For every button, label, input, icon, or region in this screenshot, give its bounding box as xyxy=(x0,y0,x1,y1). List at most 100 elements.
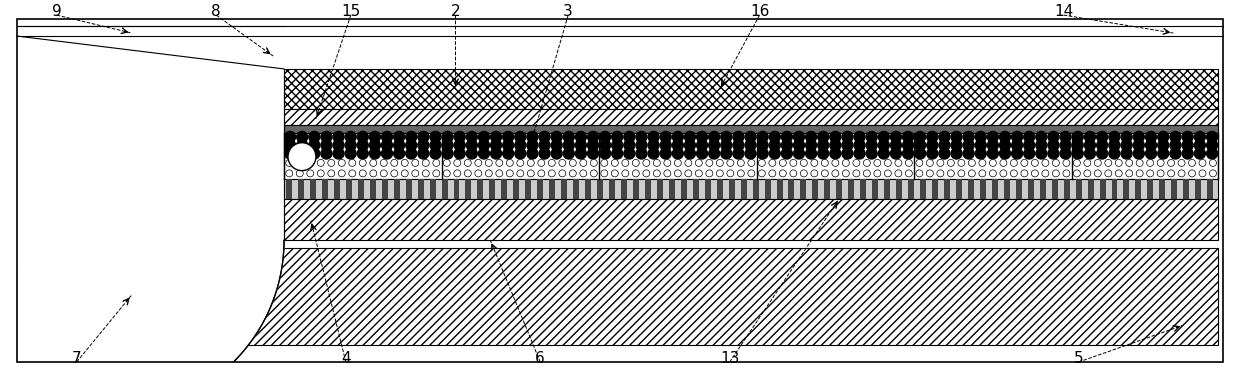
Circle shape xyxy=(418,140,429,151)
Circle shape xyxy=(288,143,316,171)
Circle shape xyxy=(806,148,817,159)
Circle shape xyxy=(745,140,756,151)
Circle shape xyxy=(937,170,944,177)
Circle shape xyxy=(1021,170,1028,177)
Text: 7: 7 xyxy=(72,351,82,366)
Circle shape xyxy=(1048,148,1059,159)
Circle shape xyxy=(443,160,450,166)
Bar xyxy=(310,179,316,199)
Circle shape xyxy=(878,132,889,143)
Circle shape xyxy=(853,160,859,166)
Bar xyxy=(1064,179,1070,199)
Circle shape xyxy=(780,160,786,166)
Bar xyxy=(704,179,711,199)
Circle shape xyxy=(794,148,805,159)
Circle shape xyxy=(515,148,526,159)
Circle shape xyxy=(794,132,805,143)
Circle shape xyxy=(430,132,441,143)
Circle shape xyxy=(1182,140,1193,151)
Circle shape xyxy=(874,160,880,166)
Circle shape xyxy=(1074,170,1080,177)
Circle shape xyxy=(1035,148,1047,159)
Bar xyxy=(284,69,1218,109)
Circle shape xyxy=(412,160,419,166)
Circle shape xyxy=(485,160,492,166)
Circle shape xyxy=(357,132,368,143)
Bar xyxy=(861,179,867,199)
Circle shape xyxy=(1096,148,1107,159)
Circle shape xyxy=(806,132,817,143)
Circle shape xyxy=(672,140,683,151)
Circle shape xyxy=(1133,148,1145,159)
Circle shape xyxy=(884,170,892,177)
Bar xyxy=(717,179,723,199)
Text: 13: 13 xyxy=(720,351,739,366)
Circle shape xyxy=(309,140,320,151)
Circle shape xyxy=(339,170,345,177)
Bar xyxy=(872,179,878,199)
Bar xyxy=(77,248,1218,345)
Circle shape xyxy=(790,160,797,166)
Circle shape xyxy=(1158,132,1169,143)
Bar xyxy=(346,179,352,199)
Circle shape xyxy=(285,140,295,151)
Circle shape xyxy=(454,170,461,177)
Circle shape xyxy=(360,170,366,177)
Circle shape xyxy=(621,160,629,166)
Circle shape xyxy=(745,148,756,159)
Circle shape xyxy=(939,132,950,143)
Circle shape xyxy=(842,140,853,151)
Circle shape xyxy=(842,132,853,143)
Bar xyxy=(334,179,340,199)
Circle shape xyxy=(1199,160,1207,166)
Circle shape xyxy=(423,170,429,177)
Circle shape xyxy=(636,140,647,151)
Bar xyxy=(358,179,363,199)
Bar xyxy=(776,179,782,199)
Bar xyxy=(609,179,615,199)
Circle shape xyxy=(649,132,660,143)
Circle shape xyxy=(327,160,335,166)
Circle shape xyxy=(563,148,574,159)
Circle shape xyxy=(1171,140,1180,151)
Circle shape xyxy=(405,140,417,151)
Circle shape xyxy=(454,140,465,151)
Circle shape xyxy=(1168,170,1174,177)
Circle shape xyxy=(903,148,914,159)
Circle shape xyxy=(963,148,975,159)
Bar xyxy=(1004,179,1009,199)
Circle shape xyxy=(1171,148,1180,159)
Circle shape xyxy=(1073,132,1084,143)
Bar xyxy=(598,179,603,199)
Bar xyxy=(897,179,903,199)
Circle shape xyxy=(1178,160,1185,166)
Circle shape xyxy=(621,170,629,177)
Circle shape xyxy=(769,132,780,143)
Circle shape xyxy=(569,160,577,166)
Circle shape xyxy=(738,160,744,166)
Circle shape xyxy=(538,160,544,166)
Circle shape xyxy=(370,132,381,143)
Circle shape xyxy=(999,148,1011,159)
Circle shape xyxy=(296,132,308,143)
Circle shape xyxy=(370,170,377,177)
Circle shape xyxy=(309,132,320,143)
Circle shape xyxy=(854,140,866,151)
Circle shape xyxy=(539,132,551,143)
Circle shape xyxy=(963,140,975,151)
Circle shape xyxy=(853,170,859,177)
Circle shape xyxy=(1136,160,1143,166)
Circle shape xyxy=(769,140,780,151)
Circle shape xyxy=(1133,140,1145,151)
Circle shape xyxy=(759,170,765,177)
Circle shape xyxy=(821,170,828,177)
Circle shape xyxy=(317,160,324,166)
Circle shape xyxy=(990,170,997,177)
Circle shape xyxy=(1012,140,1023,151)
Bar xyxy=(729,179,734,199)
Circle shape xyxy=(357,148,368,159)
Circle shape xyxy=(1035,132,1047,143)
Circle shape xyxy=(285,160,293,166)
Bar xyxy=(537,179,543,199)
Circle shape xyxy=(1095,170,1101,177)
